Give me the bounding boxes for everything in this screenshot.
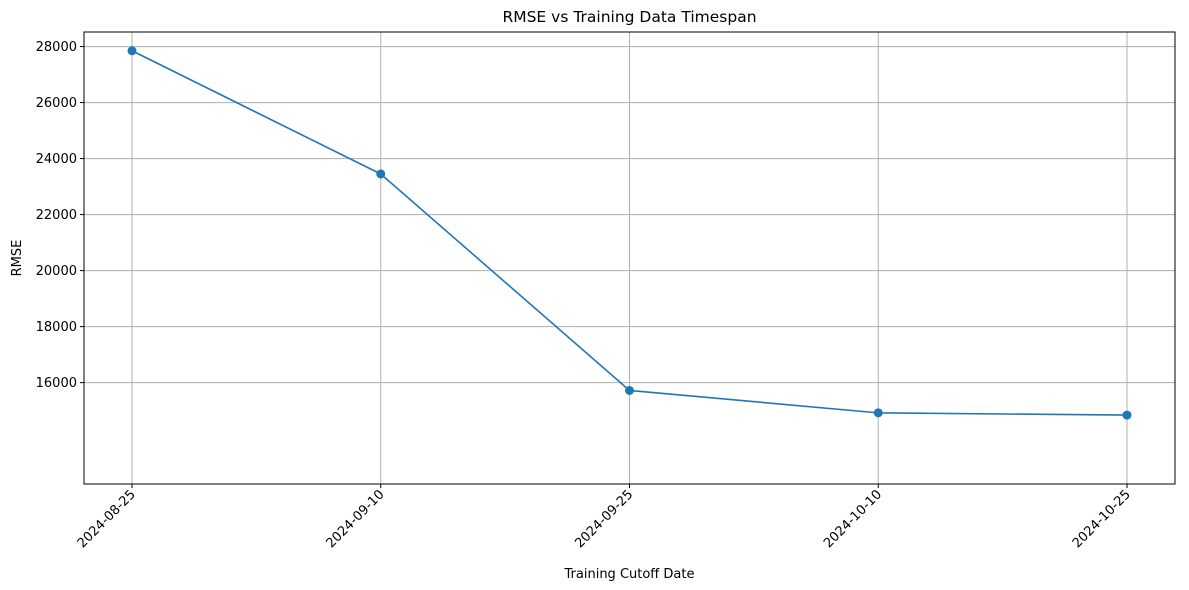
x-axis-label: Training Cutoff Date <box>564 567 695 582</box>
grid-lines <box>84 32 1175 484</box>
data-point-marker <box>1122 410 1132 420</box>
data-point-marker <box>625 385 634 395</box>
data-point-marker <box>127 46 137 56</box>
y-tick-label: 24000 <box>36 152 77 167</box>
y-tick-label: 22000 <box>36 208 77 223</box>
y-tick-label: 20000 <box>36 264 77 279</box>
y-tick-label: 28000 <box>36 40 77 55</box>
chart-title: RMSE vs Training Data Timespan <box>502 8 756 26</box>
y-tick-label: 26000 <box>36 96 77 111</box>
data-series <box>127 46 1132 420</box>
data-point-marker <box>873 408 883 418</box>
data-point-marker <box>376 169 386 179</box>
y-tick-label: 18000 <box>36 320 77 335</box>
y-tick-label: 16000 <box>36 376 77 391</box>
y-axis-ticks: 16000 18000 20000 22000 24000 26000 28000 <box>36 40 84 391</box>
y-axis-label: RMSE <box>10 240 25 277</box>
